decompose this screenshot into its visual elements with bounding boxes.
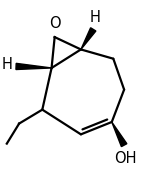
Polygon shape — [81, 28, 96, 49]
Text: OH: OH — [114, 151, 137, 166]
Text: O: O — [49, 16, 60, 31]
Polygon shape — [112, 122, 127, 147]
Text: H: H — [89, 10, 100, 25]
Text: H: H — [1, 57, 12, 72]
Polygon shape — [16, 63, 52, 70]
